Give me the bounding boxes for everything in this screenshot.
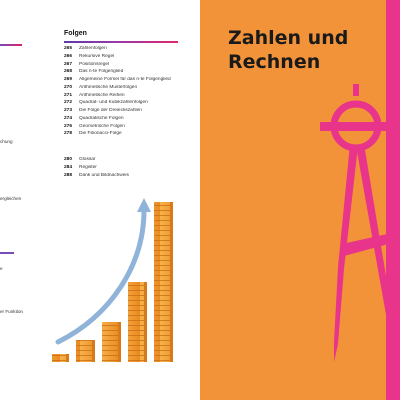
toc-page-number: 288 bbox=[64, 172, 73, 178]
block-column bbox=[76, 340, 95, 362]
toc-page-number: 271 bbox=[64, 92, 73, 98]
toc-page-number: 269 bbox=[64, 77, 73, 82]
right-page: Zahlen und Rechnen bbox=[200, 0, 400, 400]
toc-entry[interactable]: 288 Dank und Bildnachweis bbox=[64, 173, 194, 181]
toc-entry[interactable]: 274 Quadratische Folgen bbox=[64, 116, 194, 124]
block-column bbox=[102, 322, 121, 362]
toc-entry[interactable]: 271 Arithmetische Reihen bbox=[64, 93, 194, 101]
text-fragment: e bbox=[0, 266, 3, 271]
header-rule-fragment bbox=[0, 44, 22, 46]
block-column bbox=[52, 354, 69, 362]
toc-label: Allgemeine Formel für das n-te Folgengli… bbox=[79, 77, 171, 82]
chapter-title: Zahlen und Rechnen bbox=[228, 26, 348, 74]
chapter-title-line: Zahlen und bbox=[228, 27, 349, 49]
toc-label: Positionsregel bbox=[79, 61, 110, 67]
text-fragment: er Funktion bbox=[0, 309, 23, 314]
section-rule-fragment bbox=[0, 252, 14, 254]
toc-entry[interactable]: 266 Rekursive Regel bbox=[64, 54, 194, 62]
toc-page-number: 284 bbox=[64, 164, 73, 170]
toc-label: Arithmetische Musterfolgen bbox=[79, 84, 138, 90]
toc-entry[interactable]: 265 Zahlenfolgen bbox=[64, 46, 194, 54]
toc-label: Glossar bbox=[79, 157, 96, 162]
growing-columns-illustration bbox=[52, 198, 173, 362]
toc-entry[interactable]: 269 Allgemeine Formel für das n-te Folgen… bbox=[64, 77, 194, 85]
toc-list-appendix: 280 Glossar 284 Register 288 Dank und Bildn… bbox=[64, 157, 194, 180]
toc-entry[interactable]: 284 Register bbox=[64, 165, 194, 173]
toc-entry[interactable]: 267 Positionsregel bbox=[64, 62, 194, 70]
toc-page-number: 273 bbox=[64, 108, 73, 113]
curved-arrow-icon bbox=[55, 207, 147, 345]
toc-page-number: 266 bbox=[64, 53, 73, 59]
toc-page-number: 278 bbox=[64, 131, 73, 137]
toc-page-number: 270 bbox=[64, 84, 73, 90]
toc-entry[interactable]: 272 Quadrat- und Kubikzahlenfolgen bbox=[64, 100, 194, 108]
toc-list: 265 Zahlenfolgen 266 Rekursive Regel 267 Po… bbox=[64, 46, 194, 139]
toc-label: Quadrat- und Kubikzahlenfolgen bbox=[79, 100, 148, 106]
toc-page-number: 272 bbox=[64, 100, 73, 106]
toc-entry[interactable]: 278 Die Fibonacci-Folge bbox=[64, 131, 194, 139]
block-column bbox=[128, 282, 147, 362]
compass-icon bbox=[320, 84, 396, 362]
toc-page-number: 280 bbox=[64, 157, 73, 162]
toc-label: Dank und Bildnachweis bbox=[79, 172, 129, 178]
text-fragment: ergleichen bbox=[0, 196, 22, 201]
toc-entry[interactable]: 268 Das n-te Folgenglied bbox=[64, 69, 194, 77]
toc-entry[interactable]: 273 Die Folge der Dreieckszahlen bbox=[64, 108, 194, 116]
toc-entry[interactable]: 276 Geometrische Folgen bbox=[64, 124, 194, 132]
toc-label: Rekursive Regel bbox=[79, 53, 115, 59]
toc-entry[interactable]: 270 Arithmetische Musterfolgen bbox=[64, 85, 194, 93]
text-fragment: chung bbox=[0, 139, 13, 144]
toc-page-number: 268 bbox=[64, 69, 73, 75]
toc-page-number: 265 bbox=[64, 46, 73, 51]
toc-page-number: 274 bbox=[64, 115, 73, 121]
toc-label: Die Fibonacci-Folge bbox=[79, 131, 122, 137]
toc-label: Die Folge der Dreieckszahlen bbox=[79, 108, 142, 113]
toc-label: Quadratische Folgen bbox=[79, 115, 124, 121]
chapter-title-line: Rechnen bbox=[228, 51, 321, 73]
section-title-rule bbox=[64, 41, 178, 43]
section-title: Folgen bbox=[64, 30, 87, 37]
toc-label: Zahlenfolgen bbox=[79, 46, 107, 51]
toc-label: Register bbox=[79, 164, 97, 170]
toc-entry[interactable]: 280 Glossar bbox=[64, 157, 194, 165]
toc-page-number: 267 bbox=[64, 61, 73, 67]
toc-label: Arithmetische Reihen bbox=[79, 92, 125, 98]
left-page: chung ergleichen e er Funktion Folgen 26… bbox=[0, 30, 194, 362]
toc-label: Das n-te Folgenglied bbox=[79, 69, 124, 75]
arrow-head-icon bbox=[137, 198, 151, 212]
toc-page-number: 276 bbox=[64, 123, 73, 129]
block-column bbox=[154, 202, 173, 362]
toc-label: Geometrische Folgen bbox=[79, 123, 125, 129]
